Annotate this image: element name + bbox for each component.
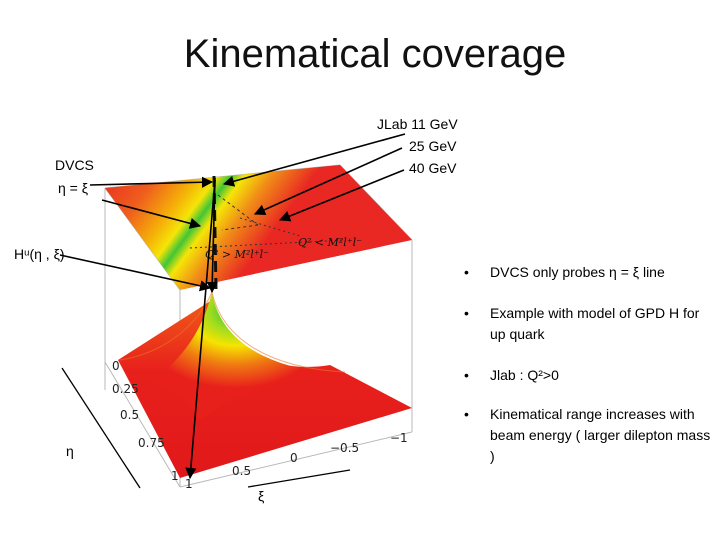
gpd-ridge (150, 292, 320, 420)
eta-axis-line (61, 367, 141, 489)
annotation-arrows (59, 133, 406, 480)
eta-axis-ticks: 0 0.25 0.5 0.75 1 (112, 359, 179, 483)
eta-eq-xi-label: η = ξ (58, 180, 89, 196)
bullet-item: • DVCS only probes η = ξ line (461, 262, 711, 283)
bullet-dot-icon: • (464, 406, 469, 422)
bullet-item: • Kinematical range increases with beam e… (464, 406, 711, 464)
eta-tick-label: 0.5 (120, 408, 139, 422)
hu-label: Hᵘ(η , ξ) (14, 246, 65, 262)
bullet-dot-icon: • (464, 367, 469, 383)
gpd-surface (118, 300, 412, 478)
eta-tick-label: 0.75 (138, 436, 165, 450)
jlab-label: JLab 11 GeV (377, 116, 458, 132)
xi-tick-label: 1 (185, 477, 193, 491)
top-plane (105, 165, 412, 290)
xi-axis-line (247, 469, 351, 488)
bullet-item: • Example with model of GPD H for up quar… (464, 305, 700, 342)
xi-tick-label: 0.5 (232, 464, 251, 478)
bullet-item: • Jlab : Q²>0 (461, 365, 711, 386)
slide-title: Kinematical coverage (183, 32, 567, 76)
bullet-dot-icon: • (464, 305, 469, 321)
q2-less-label: Q² < M²l⁺l⁻ (298, 236, 362, 249)
xi-tick-label: −0.5 (330, 441, 359, 455)
xi-tick-label: 0 (290, 451, 298, 465)
energy-25-label: 25 GeV (409, 138, 457, 154)
xi-axis-label: ξ (258, 488, 265, 504)
q2-greater-label: Q² > M²l⁺l⁻ (205, 248, 269, 261)
eta-tick-label: 0.25 (112, 382, 139, 396)
eta-axis-label: η (66, 443, 74, 459)
xi-tick-label: −1 (390, 431, 408, 445)
xi-axis-ticks: 1 0.5 0 −0.5 −1 (185, 431, 408, 491)
dvcs-label: DVCS (55, 157, 94, 173)
bullet-dot-icon: • (464, 264, 469, 280)
energy-40-label: 40 GeV (409, 160, 457, 176)
bullet-list: • DVCS only probes η = ξ line • Example wi… (461, 262, 711, 487)
eta-tick-label: 0 (112, 359, 120, 373)
eta-tick-label: 1 (171, 469, 179, 483)
